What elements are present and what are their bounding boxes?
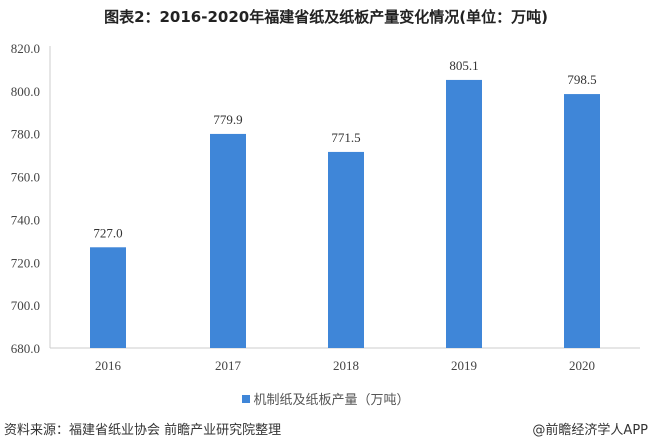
y-tick-label: 820.0 <box>11 41 40 56</box>
y-tick-label: 700.0 <box>11 298 40 313</box>
bar-2018 <box>328 151 364 348</box>
bar-2017 <box>210 133 246 348</box>
x-tick-label: 2018 <box>333 358 359 373</box>
x-tick-label: 2017 <box>215 358 242 373</box>
y-tick-label: 800.0 <box>11 84 40 99</box>
y-tick-label: 740.0 <box>11 212 40 227</box>
chart-title: 图表2：2016-2020年福建省纸及纸板产量变化情况(单位：万吨) <box>104 8 548 26</box>
data-label: 727.0 <box>93 225 122 240</box>
x-tick-label: 2019 <box>451 358 477 373</box>
y-tick-label: 760.0 <box>11 170 40 185</box>
data-label: 805.1 <box>449 58 478 73</box>
source-note: 资料来源：福建省纸业协会 前瞻产业研究院整理 <box>4 423 282 438</box>
bar-2016 <box>90 247 126 348</box>
credit: @前瞻经济学人APP <box>532 423 648 438</box>
y-tick-label: 720.0 <box>11 255 40 270</box>
bar-2019 <box>446 79 482 348</box>
data-label: 798.5 <box>567 72 596 87</box>
legend-label: 机制纸及纸板产量（万吨） <box>253 393 410 408</box>
data-label: 779.9 <box>213 112 242 127</box>
y-tick-label: 680.0 <box>11 341 40 356</box>
bar-2020 <box>564 94 600 348</box>
x-tick-label: 2020 <box>569 358 595 373</box>
y-tick-label: 780.0 <box>11 127 40 142</box>
x-tick-label: 2016 <box>95 358 122 373</box>
data-label: 771.5 <box>331 130 360 145</box>
legend-swatch <box>242 395 251 403</box>
legend: 机制纸及纸板产量（万吨） <box>0 389 652 408</box>
